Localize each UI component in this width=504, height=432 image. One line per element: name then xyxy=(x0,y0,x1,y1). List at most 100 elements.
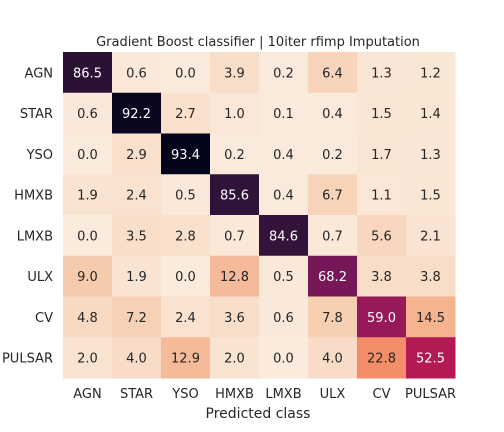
cell-value-label: 1.5 xyxy=(371,107,392,122)
y-tick-labels: AGN STAR YSO HMXB LMXB ULX CV PULSAR xyxy=(2,66,53,366)
y-tick-label: YSO xyxy=(26,148,53,163)
cell-value-label: 0.5 xyxy=(273,270,294,285)
cell-value-label: 2.7 xyxy=(175,107,196,122)
heatmap-cell xyxy=(406,255,456,297)
heatmap-cell xyxy=(308,52,358,94)
cell-value-label: 1.4 xyxy=(420,107,441,122)
cell-value-label: 84.6 xyxy=(269,229,298,244)
heatmap-cell xyxy=(406,174,456,216)
heatmap-cell xyxy=(406,337,456,379)
y-tick-label: LMXB xyxy=(17,229,53,244)
heatmap-cell xyxy=(161,52,211,94)
cell-value-label: 0.5 xyxy=(175,189,196,204)
heatmap-cell xyxy=(112,337,162,379)
cell-value-label: 1.0 xyxy=(224,107,245,122)
cell-value-label: 12.9 xyxy=(171,352,200,367)
heatmap-cell xyxy=(210,337,260,379)
heatmap-cell xyxy=(210,92,260,134)
cell-value-label: 9.0 xyxy=(77,270,98,285)
cell-value-label: 0.1 xyxy=(273,107,294,122)
chart-title: Gradient Boost classifier | 10iter rfimp… xyxy=(96,35,420,50)
cell-value-label: 0.4 xyxy=(273,189,294,204)
cell-value-label: 6.7 xyxy=(322,189,343,204)
cell-value-label: 52.5 xyxy=(416,352,445,367)
heatmap-cell xyxy=(357,215,407,257)
cell-value-label: 0.0 xyxy=(77,229,98,244)
cell-value-label: 2.0 xyxy=(77,352,98,367)
cell-value-label: 0.4 xyxy=(322,107,343,122)
heatmap-cell xyxy=(112,52,162,94)
cell-value-label: 0.2 xyxy=(273,66,294,81)
heatmap-cell xyxy=(112,133,162,175)
x-tick-label: PULSAR xyxy=(405,387,456,402)
heatmap-cell xyxy=(210,52,260,94)
heatmap-cell xyxy=(210,215,260,257)
cell-value-label: 0.0 xyxy=(77,148,98,163)
y-tick-label: PULSAR xyxy=(2,352,53,367)
x-axis-label: Predicted class xyxy=(206,406,311,422)
cell-value-label: 2.8 xyxy=(175,229,196,244)
heatmap-cell xyxy=(308,296,358,338)
heatmap-cell xyxy=(308,92,358,134)
cell-value-label: 1.9 xyxy=(126,270,147,285)
heatmap-cell xyxy=(357,337,407,379)
cell-value-label: 0.2 xyxy=(224,148,245,163)
heatmap-cell xyxy=(308,337,358,379)
cell-value-label: 14.5 xyxy=(416,311,445,326)
heatmap-cell xyxy=(161,255,211,297)
heatmap-cell xyxy=(259,92,309,134)
cell-value-label: 3.8 xyxy=(371,270,392,285)
heatmap-cell xyxy=(63,52,113,94)
heatmap-cell xyxy=(259,133,309,175)
heatmap-cell xyxy=(161,92,211,134)
y-tick-label: ULX xyxy=(27,270,53,285)
heatmap-cell xyxy=(259,52,309,94)
x-tick-label: ULX xyxy=(320,387,346,402)
cell-value-label: 0.7 xyxy=(224,229,245,244)
heatmap-cell xyxy=(308,133,358,175)
x-tick-label: YSO xyxy=(171,387,198,402)
cell-value-label: 7.8 xyxy=(322,311,343,326)
heatmap-cell xyxy=(161,337,211,379)
cell-value-label: 2.4 xyxy=(175,311,196,326)
heatmap-cell xyxy=(63,215,113,257)
cell-value-label: 3.8 xyxy=(420,270,441,285)
heatmap-cell xyxy=(112,255,162,297)
x-tick-labels: AGN STAR YSO HMXB LMXB ULX CV PULSAR xyxy=(73,387,456,402)
heatmap-cell xyxy=(112,296,162,338)
cell-value-label: 92.2 xyxy=(122,107,151,122)
heatmap-cell xyxy=(357,133,407,175)
heatmap-cell xyxy=(357,52,407,94)
cell-value-label: 1.9 xyxy=(77,189,98,204)
x-tick-label: HMXB xyxy=(215,387,254,402)
cell-value-label: 22.8 xyxy=(367,352,396,367)
heatmap-cell xyxy=(63,133,113,175)
cell-value-label: 3.9 xyxy=(224,66,245,81)
cell-value-label: 4.0 xyxy=(322,352,343,367)
x-tick-label: STAR xyxy=(120,387,153,402)
y-tick-label: HMXB xyxy=(14,189,53,204)
cell-value-label: 85.6 xyxy=(220,189,249,204)
heatmap-cell xyxy=(112,92,162,134)
cell-value-label: 0.0 xyxy=(175,270,196,285)
cell-value-label: 12.8 xyxy=(220,270,249,285)
cell-value-label: 4.8 xyxy=(77,311,98,326)
cell-value-label: 0.6 xyxy=(273,311,294,326)
heatmap-cell xyxy=(210,174,260,216)
y-tick-label: STAR xyxy=(20,107,53,122)
heatmap-cell xyxy=(406,133,456,175)
heatmap-cell xyxy=(357,296,407,338)
cell-value-label: 0.6 xyxy=(126,66,147,81)
cell-value-label: 3.6 xyxy=(224,311,245,326)
heatmap-cell xyxy=(406,215,456,257)
cell-value-label: 0.2 xyxy=(322,148,343,163)
y-tick-label: CV xyxy=(35,311,53,326)
heatmap-cell xyxy=(63,296,113,338)
cell-value-label: 2.1 xyxy=(420,229,441,244)
cell-value-label: 0.4 xyxy=(273,148,294,163)
heatmap-cell xyxy=(259,337,309,379)
x-tick-label: AGN xyxy=(73,387,101,402)
heatmap-cell xyxy=(308,215,358,257)
cell-value-label: 86.5 xyxy=(73,66,102,81)
heatmap-cell xyxy=(308,174,358,216)
